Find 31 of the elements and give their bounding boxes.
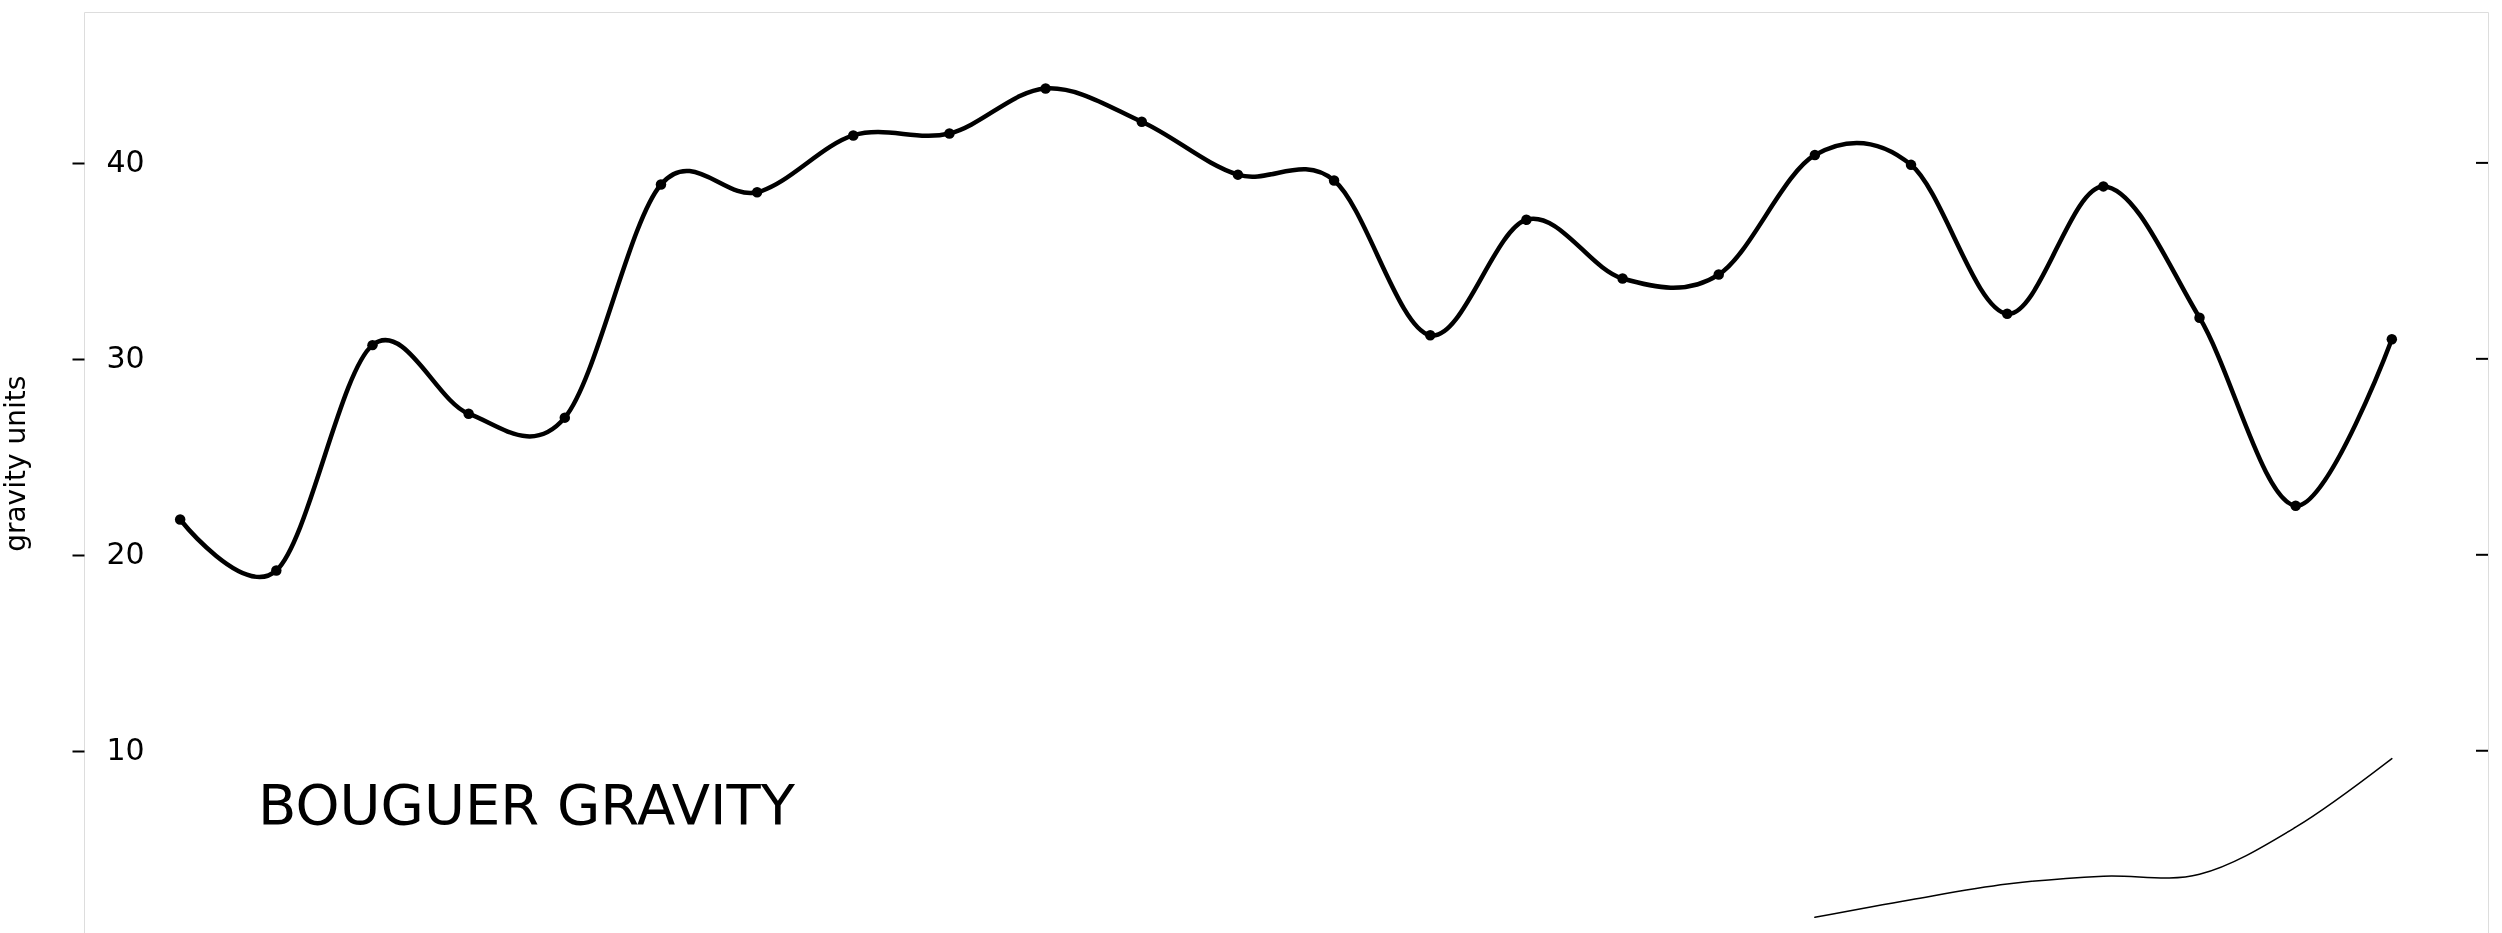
point (655, 179, 667, 190)
point (1809, 149, 1821, 161)
y-tick-label: 40 (106, 144, 145, 180)
text: BOUGUER GRAVITY (258, 772, 796, 837)
point (1328, 175, 1340, 186)
point (848, 130, 859, 141)
point (367, 339, 378, 351)
point (2098, 181, 2109, 192)
point (1905, 159, 1917, 171)
y-tick-label: 10 (106, 732, 145, 768)
point (2290, 500, 2301, 512)
point (1713, 269, 1724, 280)
point (463, 408, 474, 419)
y-tick-label: 20 (106, 536, 145, 572)
point (1425, 330, 1436, 341)
y-axis-title: gravity units (0, 375, 32, 552)
point (1040, 83, 1051, 94)
point (1617, 273, 1628, 284)
point (1521, 214, 1532, 225)
point (174, 514, 186, 525)
point (944, 128, 955, 139)
point (2386, 334, 2398, 345)
point (271, 565, 282, 576)
point (1136, 116, 1147, 127)
point (2001, 308, 2013, 320)
y-tick-label: 30 (106, 340, 145, 376)
point (1232, 169, 1244, 180)
point (2194, 312, 2205, 323)
line-series (1814, 757, 2393, 919)
point (751, 187, 763, 198)
point (559, 412, 571, 423)
